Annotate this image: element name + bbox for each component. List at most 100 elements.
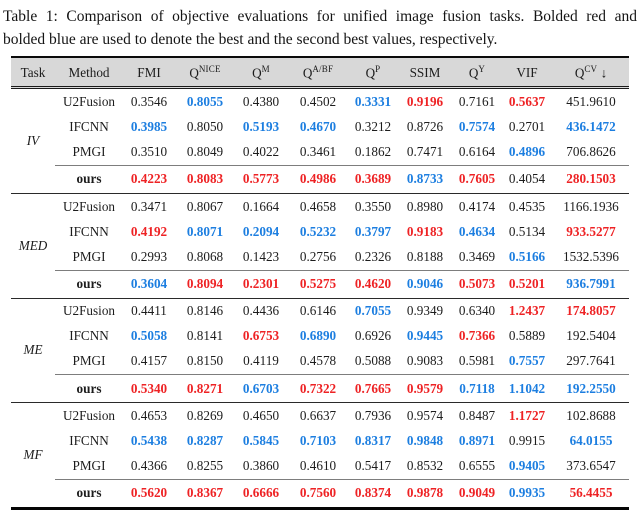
- metric-value: 0.8049: [186, 144, 224, 160]
- metric-value: 0.9183: [406, 223, 444, 239]
- metric-value: 0.5438: [130, 432, 168, 448]
- metric-value: 64.0155: [569, 432, 613, 448]
- table-header: Task Method FMI QNICE QM QA/BF QP SSIM QY VIF QCV …: [11, 56, 629, 90]
- metric-value: 0.8287: [186, 432, 224, 448]
- method-name: PMGI: [72, 144, 106, 160]
- metric-value: 0.7322: [287, 374, 349, 404]
- metric-value: 0.2094: [242, 223, 280, 239]
- task-label: MED: [11, 193, 55, 299]
- method-row: IFCNN 0.5058 0.8141 0.6753 0.6890 0.6926 0.944…: [11, 324, 629, 349]
- metric-value: 1532.5396: [562, 248, 620, 264]
- metric-value: 0.4022: [242, 144, 280, 160]
- metric-value: 0.7560: [287, 478, 349, 510]
- metric-value: 0.6753: [242, 328, 280, 344]
- metric-value: 0.4578: [299, 353, 337, 369]
- metric-value: 0.7161: [458, 93, 496, 109]
- metric-value: 0.4119: [243, 353, 279, 369]
- metric-value: 0.8971: [458, 432, 496, 448]
- method-row: MED U2Fusion 0.3471 0.8067 0.1664 0.4658 0.355…: [11, 193, 629, 299]
- metric-value: 0.8980: [406, 198, 444, 214]
- method-name: PMGI: [72, 353, 106, 369]
- task-label: IV: [11, 87, 55, 194]
- metric-value: 0.4157: [130, 353, 168, 369]
- metric-value: 0.4223: [123, 164, 175, 194]
- column-header: QM: [235, 56, 287, 90]
- metric-value: 0.3510: [130, 144, 168, 160]
- metric-value: 0.5088: [354, 353, 392, 369]
- method-name: U2Fusion: [62, 93, 116, 109]
- metric-value: 0.4366: [130, 458, 168, 474]
- ours-row: ours 0.5340 0.8271 0.6703 0.7322 0.7665 0.9579…: [11, 374, 629, 404]
- metric-value: 0.7605: [453, 164, 501, 194]
- metric-value: 0.8055: [186, 93, 224, 109]
- column-header: Method: [55, 56, 123, 90]
- method-name: ours: [55, 269, 123, 299]
- metric-value: 0.7055: [354, 303, 392, 319]
- metric-value: 0.3797: [354, 223, 392, 239]
- metric-value: 0.6890: [299, 328, 337, 344]
- metric-value: 0.9349: [406, 303, 444, 319]
- metric-value: 0.6666: [235, 478, 287, 510]
- metric-value: 0.3985: [130, 119, 168, 135]
- metric-value: 0.5166: [508, 248, 546, 264]
- metric-value: 0.5889: [508, 328, 546, 344]
- metric-value: 0.8094: [175, 269, 235, 299]
- metric-value: 0.4896: [508, 144, 546, 160]
- metric-value: 0.6637: [299, 407, 337, 423]
- metric-value: 0.5773: [235, 164, 287, 194]
- metric-value: 0.9935: [501, 478, 553, 510]
- metric-value: 0.8255: [186, 458, 224, 474]
- method-name: PMGI: [72, 458, 106, 474]
- metric-value: 0.9196: [406, 93, 444, 109]
- metric-value: 0.9046: [397, 269, 453, 299]
- method-name: ours: [55, 374, 123, 404]
- metric-value: 0.7103: [299, 432, 337, 448]
- ours-row: ours 0.3604 0.8094 0.2301 0.5275 0.4620 0.9046…: [11, 269, 629, 299]
- metric-value: 0.3604: [123, 269, 175, 299]
- metric-value: 373.6547: [566, 458, 616, 474]
- metric-value: 0.6146: [299, 303, 337, 319]
- metric-value: 0.3461: [299, 144, 337, 160]
- metric-value: 0.4653: [130, 407, 168, 423]
- metric-value: 0.8726: [406, 119, 444, 135]
- method-name: ours: [55, 478, 123, 510]
- metric-value: 0.8317: [354, 432, 392, 448]
- metric-value: 436.1472: [566, 119, 616, 135]
- column-header: SSIM: [397, 56, 453, 90]
- metric-value: 0.9445: [406, 328, 444, 344]
- method-row: PMGI 0.4157 0.8150 0.4119 0.4578 0.5088 0.9083…: [11, 349, 629, 375]
- metric-value: 0.4436: [242, 303, 280, 319]
- metric-value: 0.5417: [354, 458, 392, 474]
- metric-value: 0.4380: [242, 93, 280, 109]
- method-row: PMGI 0.3510 0.8049 0.4022 0.3461 0.1862 0.7471…: [11, 140, 629, 166]
- metric-value: 1.1727: [508, 407, 546, 423]
- column-header: Task: [11, 56, 55, 90]
- metric-value: 0.9878: [397, 478, 453, 510]
- metric-value: 0.4411: [131, 303, 167, 319]
- table-body: IV U2Fusion 0.3546 0.8055 0.4380 0.4502 0.3331…: [11, 87, 629, 510]
- metric-value: 0.4670: [299, 119, 337, 135]
- metric-value: 0.5193: [242, 119, 280, 135]
- metric-value: 0.3550: [354, 198, 392, 214]
- metric-value: 0.8050: [186, 119, 224, 135]
- metric-value: 0.4986: [287, 164, 349, 194]
- method-row: PMGI 0.2993 0.8068 0.1423 0.2756 0.2326 0.8188…: [11, 244, 629, 270]
- metric-value: 0.4054: [501, 164, 553, 194]
- metric-value: 102.8688: [566, 407, 616, 423]
- metric-value: 297.7641: [566, 353, 616, 369]
- metric-value: 0.8083: [175, 164, 235, 194]
- metric-value: 0.9083: [406, 353, 444, 369]
- metric-value: 0.1423: [242, 248, 280, 264]
- method-name: IFCNN: [69, 119, 109, 135]
- method-row: IFCNN 0.5438 0.8287 0.5845 0.7103 0.8317 0.984…: [11, 428, 629, 453]
- metric-value: 0.3469: [458, 248, 496, 264]
- metric-value: 0.7557: [508, 353, 546, 369]
- metric-value: 0.3860: [242, 458, 280, 474]
- metric-value: 0.8150: [186, 353, 224, 369]
- metric-value: 0.1862: [354, 144, 392, 160]
- metric-value: 0.4610: [299, 458, 337, 474]
- metric-value: 0.8532: [406, 458, 444, 474]
- caption-line-1: Table 1: Comparison of objective evaluat…: [3, 8, 637, 25]
- metric-value: 0.5058: [130, 328, 168, 344]
- metric-value: 0.8271: [175, 374, 235, 404]
